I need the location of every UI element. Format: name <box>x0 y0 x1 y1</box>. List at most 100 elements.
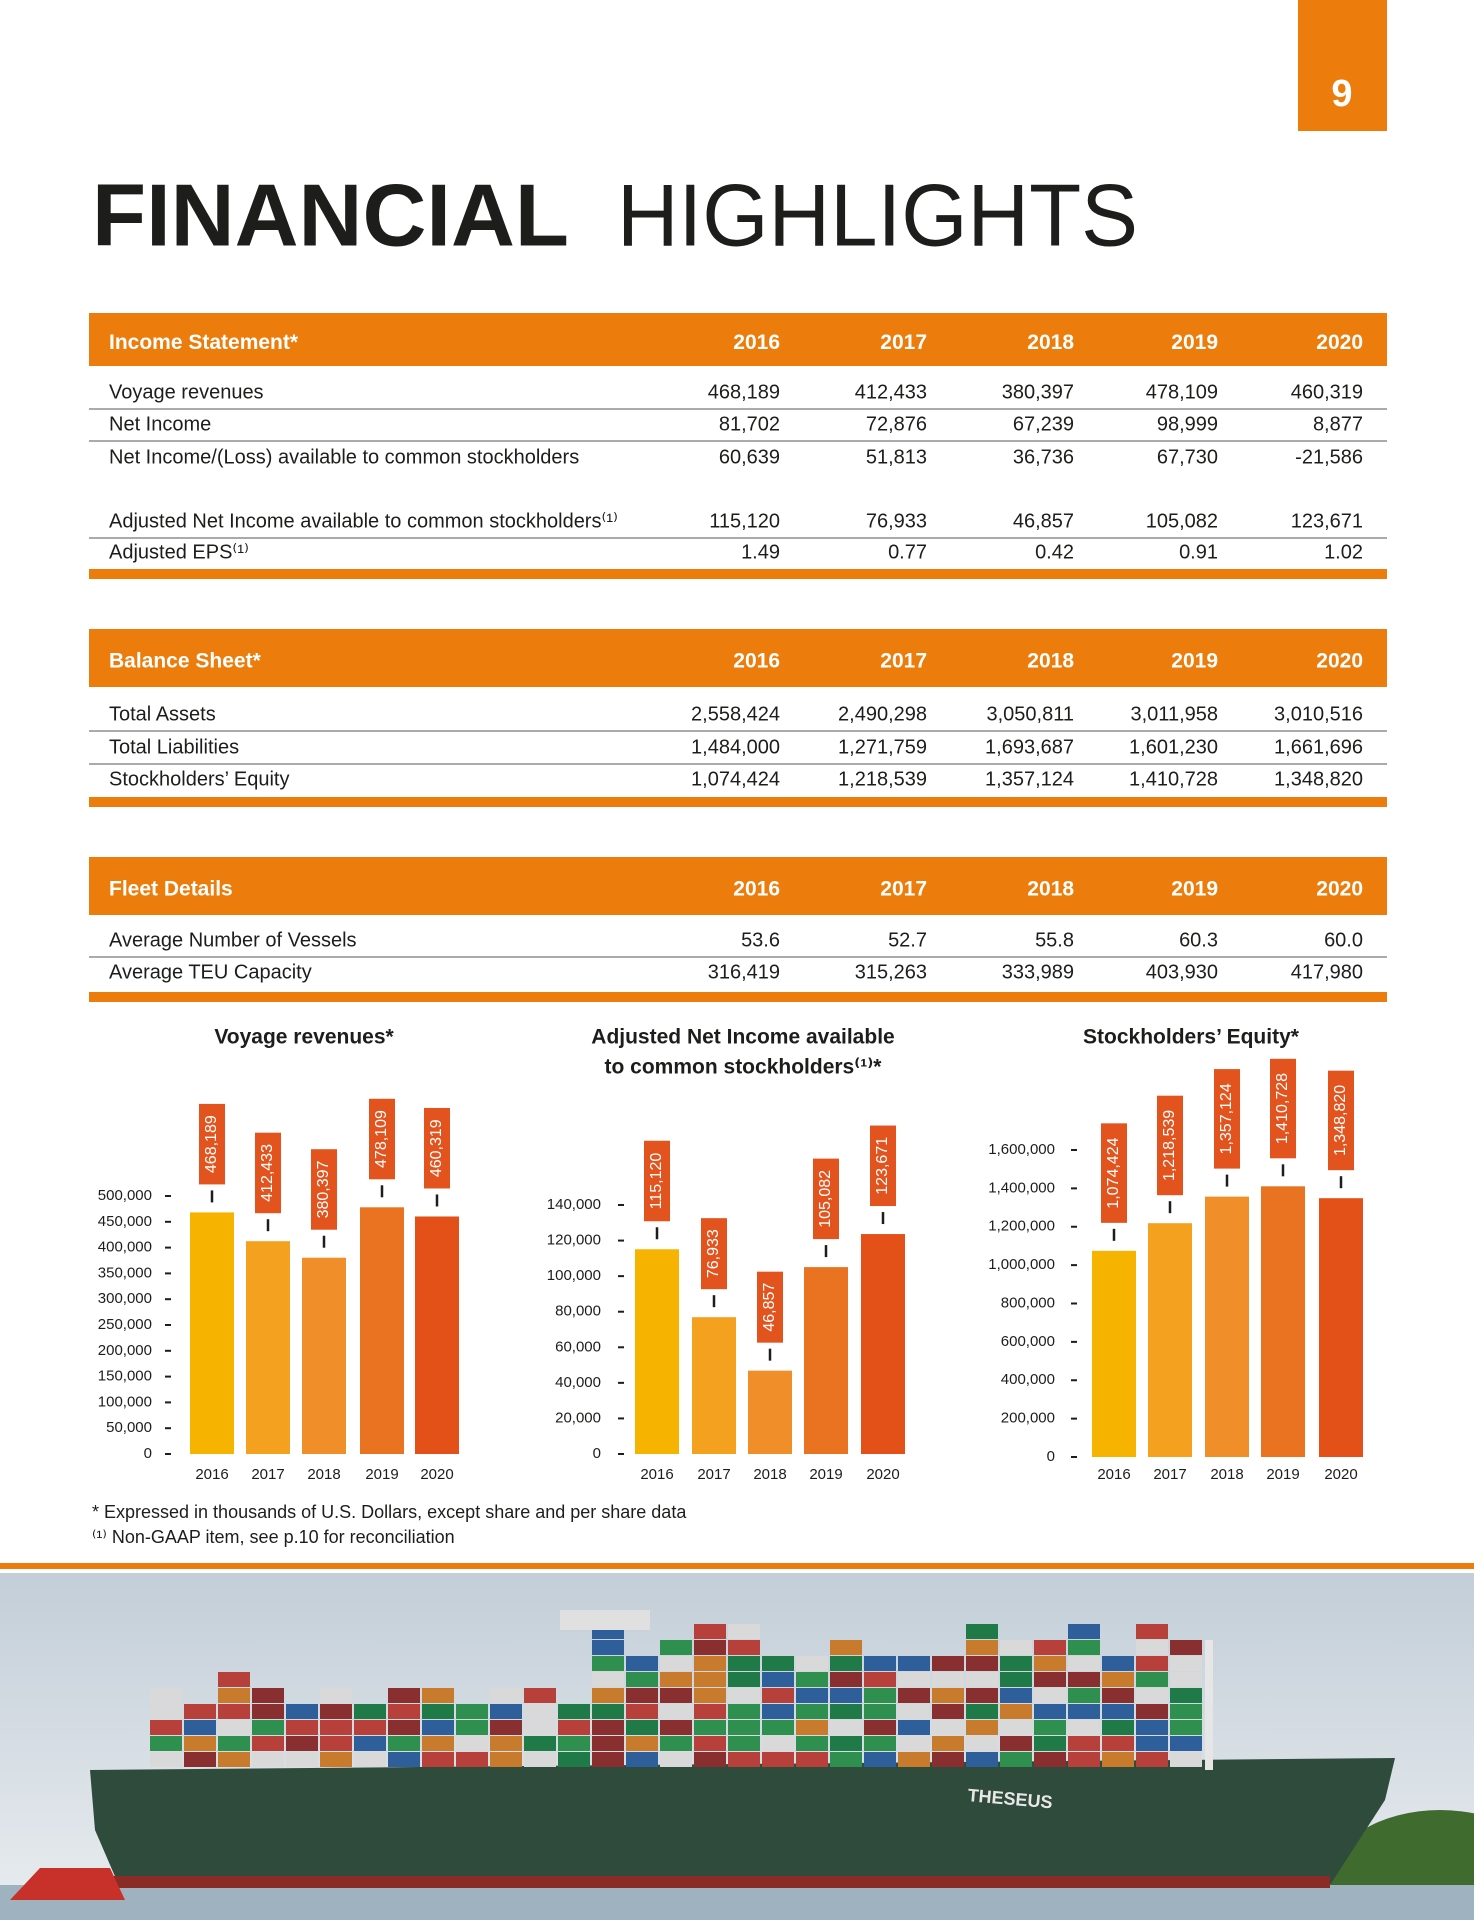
container <box>490 1720 522 1735</box>
header-cell: 2020 <box>1316 878 1363 901</box>
chart-title: Voyage revenues* <box>214 1026 394 1049</box>
cell: 1.02 <box>1324 541 1363 563</box>
y-tick-label: 0 <box>144 1445 152 1462</box>
row-label: Adjusted EPS⁽¹⁾ <box>109 541 249 563</box>
cell: 123,671 <box>1291 510 1363 532</box>
cell: 380,397 <box>1002 381 1074 403</box>
bar <box>415 1216 459 1454</box>
cell: 53.6 <box>741 929 780 951</box>
cell: 46,857 <box>1013 510 1074 532</box>
container <box>320 1688 352 1703</box>
container <box>694 1672 726 1687</box>
container <box>898 1656 930 1671</box>
y-tick-label: 100,000 <box>547 1267 601 1284</box>
y-tick-label: 80,000 <box>555 1303 601 1320</box>
container <box>796 1704 828 1719</box>
container <box>966 1736 998 1751</box>
header-cell: 2019 <box>1171 331 1218 354</box>
container <box>252 1736 284 1751</box>
cell: 60,639 <box>719 446 780 468</box>
cell: 0.42 <box>1035 541 1074 563</box>
container <box>864 1752 896 1767</box>
container <box>1034 1704 1066 1719</box>
container <box>762 1736 794 1751</box>
value-label: 1,348,820 <box>1332 1085 1349 1156</box>
container <box>864 1688 896 1703</box>
container <box>1170 1720 1202 1735</box>
y-tick-label: 150,000 <box>98 1368 152 1385</box>
container <box>694 1736 726 1751</box>
container <box>762 1704 794 1719</box>
value-label-box <box>1101 1123 1127 1223</box>
y-tick-label: 450,000 <box>98 1213 152 1230</box>
header-cell: Balance Sheet* <box>109 650 262 673</box>
container <box>864 1720 896 1735</box>
y-tick-label: 20,000 <box>555 1409 601 1426</box>
y-tick-label: 60,000 <box>555 1338 601 1355</box>
container <box>456 1704 488 1719</box>
container <box>660 1688 692 1703</box>
value-label: 76,933 <box>705 1229 722 1278</box>
cell: 412,433 <box>855 381 927 403</box>
container <box>966 1656 998 1671</box>
x-tick-label: 2019 <box>1266 1466 1299 1483</box>
container <box>1034 1688 1066 1703</box>
container <box>1034 1720 1066 1735</box>
container <box>558 1752 590 1767</box>
container <box>524 1704 556 1719</box>
container <box>354 1720 386 1735</box>
value-label: 123,671 <box>874 1137 891 1195</box>
container <box>388 1688 420 1703</box>
container <box>1170 1736 1202 1751</box>
container <box>286 1720 318 1735</box>
container <box>932 1672 964 1687</box>
bar <box>861 1234 905 1454</box>
x-tick-label: 2017 <box>697 1466 730 1483</box>
container <box>694 1656 726 1671</box>
header-cell: 2020 <box>1316 331 1363 354</box>
header-cell: 2018 <box>1027 650 1074 673</box>
cell: 55.8 <box>1035 929 1074 951</box>
container <box>966 1752 998 1767</box>
container <box>252 1704 284 1719</box>
container <box>1068 1704 1100 1719</box>
y-tick-label: 50,000 <box>106 1419 152 1436</box>
y-tick-label: 0 <box>593 1445 601 1462</box>
divider <box>0 1563 1474 1569</box>
bar <box>1092 1250 1136 1457</box>
cell: 478,109 <box>1146 381 1218 403</box>
y-tick-label: 100,000 <box>98 1393 152 1410</box>
container <box>660 1704 692 1719</box>
value-label: 46,857 <box>761 1283 778 1332</box>
container <box>1170 1704 1202 1719</box>
container <box>422 1720 454 1735</box>
container <box>660 1672 692 1687</box>
container <box>694 1704 726 1719</box>
y-tick-label: 1,600,000 <box>988 1141 1055 1158</box>
container <box>354 1704 386 1719</box>
container <box>1000 1688 1032 1703</box>
container <box>864 1672 896 1687</box>
row-label: Voyage revenues <box>109 381 264 403</box>
table-header <box>89 313 1387 366</box>
container <box>150 1736 182 1751</box>
container <box>150 1720 182 1735</box>
container <box>524 1688 556 1703</box>
container <box>1102 1736 1134 1751</box>
container <box>626 1752 658 1767</box>
container <box>932 1752 964 1767</box>
cell: 1,218,539 <box>838 768 927 790</box>
container <box>626 1688 658 1703</box>
container <box>966 1688 998 1703</box>
chart-title: to common stockholders⁽¹⁾* <box>605 1056 883 1079</box>
container <box>422 1704 454 1719</box>
value-label: 478,109 <box>373 1110 390 1168</box>
bar <box>1261 1186 1305 1457</box>
water <box>0 1885 1474 1920</box>
container <box>762 1672 794 1687</box>
container <box>388 1720 420 1735</box>
container <box>1068 1736 1100 1751</box>
container <box>1170 1752 1202 1767</box>
container <box>762 1752 794 1767</box>
